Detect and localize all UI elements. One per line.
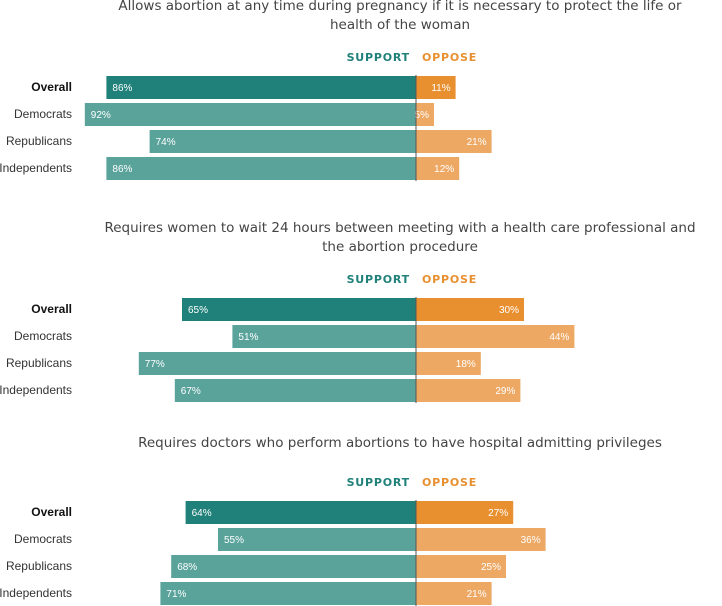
support-value-label: 86% xyxy=(112,164,132,175)
support-value-label: 65% xyxy=(188,305,208,316)
oppose-value-label: 36% xyxy=(521,535,541,546)
category-label: Independents xyxy=(0,383,72,397)
oppose-value-label: 29% xyxy=(495,386,515,397)
support-value-label: 92% xyxy=(91,110,111,121)
category-label: Overall xyxy=(31,302,72,316)
chart-title-line: Allows abortion at any time during pregn… xyxy=(118,0,682,14)
oppose-value-label: 21% xyxy=(467,589,487,600)
support-value-label: 74% xyxy=(156,137,176,148)
support-value-label: 55% xyxy=(224,535,244,546)
support-bar xyxy=(106,76,417,99)
chart-title-line: the abortion procedure xyxy=(322,239,478,255)
chart-title-line: health of the woman xyxy=(330,17,470,33)
category-label: Republicans xyxy=(6,559,72,573)
support-bar xyxy=(218,528,416,551)
oppose-bar xyxy=(416,76,456,99)
support-bar xyxy=(174,379,416,402)
oppose-value-label: 30% xyxy=(499,305,519,316)
category-label: Overall xyxy=(31,80,72,94)
category-label: Democrats xyxy=(14,107,72,121)
oppose-value-label: 44% xyxy=(549,332,569,343)
legend-oppose: OPPOSE xyxy=(422,51,477,64)
category-label: Democrats xyxy=(14,329,72,343)
category-label: Republicans xyxy=(6,356,72,370)
support-bar xyxy=(171,555,416,578)
oppose-value-label: 11% xyxy=(431,83,450,94)
oppose-value-label: 12% xyxy=(434,164,454,175)
oppose-bar xyxy=(416,130,492,153)
oppose-bar xyxy=(416,555,506,578)
category-label: Independents xyxy=(0,161,72,175)
oppose-value-label: 27% xyxy=(488,508,508,519)
oppose-bar xyxy=(416,352,481,375)
oppose-value-label: 5% xyxy=(415,110,430,121)
oppose-bar xyxy=(416,582,492,605)
support-bar xyxy=(149,130,416,153)
legend-support: SUPPORT xyxy=(347,476,410,489)
support-bar xyxy=(185,501,416,524)
oppose-bar xyxy=(416,298,524,321)
oppose-bar xyxy=(416,325,575,348)
oppose-bar xyxy=(416,528,546,551)
support-value-label: 77% xyxy=(145,359,165,370)
support-bar xyxy=(106,157,417,180)
legend-oppose: OPPOSE xyxy=(422,273,477,286)
legend-support: SUPPORT xyxy=(347,51,410,64)
oppose-bar xyxy=(416,501,514,524)
category-label: Independents xyxy=(0,586,72,600)
support-value-label: 51% xyxy=(238,332,258,343)
category-label: Democrats xyxy=(14,532,72,546)
legend-support: SUPPORT xyxy=(347,273,410,286)
support-bar xyxy=(160,582,416,605)
oppose-value-label: 25% xyxy=(481,562,501,573)
support-value-label: 71% xyxy=(166,589,186,600)
category-label: Republicans xyxy=(6,134,72,148)
support-value-label: 67% xyxy=(181,386,201,397)
support-bar xyxy=(138,352,417,375)
chart-title-line: Requires doctors who perform abortions t… xyxy=(138,435,662,451)
oppose-bar xyxy=(416,379,521,402)
support-value-label: 86% xyxy=(112,83,132,94)
oppose-bar xyxy=(416,157,460,180)
support-value-label: 68% xyxy=(177,562,197,573)
support-bar xyxy=(232,325,416,348)
oppose-bar xyxy=(416,103,434,126)
support-value-label: 64% xyxy=(192,508,212,519)
oppose-value-label: 21% xyxy=(467,137,487,148)
legend-oppose: OPPOSE xyxy=(422,476,477,489)
oppose-value-label: 18% xyxy=(456,359,476,370)
support-bar xyxy=(182,298,416,321)
chart-title-line: Requires women to wait 24 hours between … xyxy=(104,220,695,236)
category-label: Overall xyxy=(31,505,72,519)
support-bar xyxy=(84,103,417,126)
